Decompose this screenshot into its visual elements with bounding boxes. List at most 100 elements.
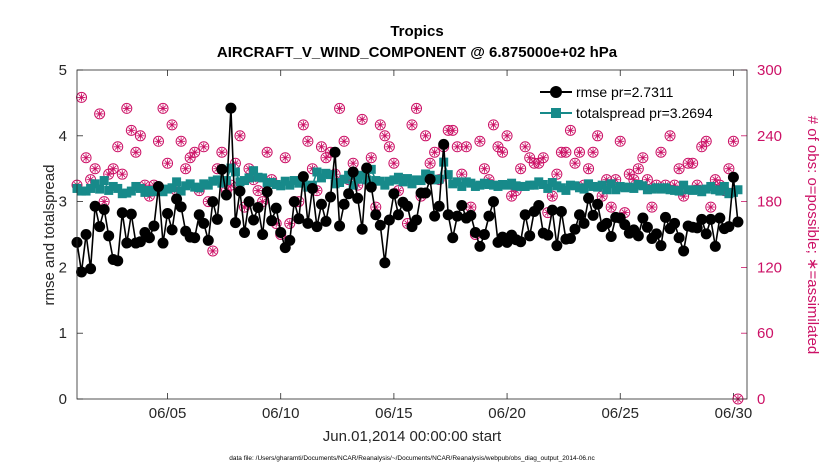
obs-point	[460, 141, 472, 153]
totalspread-point	[158, 187, 168, 197]
rmse-point	[157, 237, 169, 249]
totalspread-point	[547, 178, 557, 188]
rmse-point	[293, 213, 305, 225]
obs-point	[121, 102, 133, 114]
totalspread-point	[670, 185, 680, 195]
totalspread-point	[710, 185, 720, 195]
totalspread-point	[357, 170, 367, 180]
totalspread-point	[271, 179, 281, 189]
obs-point	[501, 130, 513, 142]
totalspread-point	[733, 185, 743, 195]
rmse-point	[669, 217, 681, 229]
obs-point	[569, 157, 581, 169]
totalspread-point	[167, 183, 177, 193]
totalspread-point	[633, 179, 643, 189]
obs-point	[678, 190, 690, 202]
totalspread-point	[724, 189, 734, 199]
totalspread-point	[77, 186, 87, 196]
y-tick-label: 5	[59, 62, 67, 79]
rmse-point	[673, 232, 685, 244]
rmse-point	[601, 217, 613, 229]
rmse-point	[239, 227, 250, 239]
rmse-point	[257, 229, 269, 240]
rmse-point	[134, 236, 146, 248]
totalspread-point	[538, 179, 548, 189]
totalspread-point	[81, 186, 91, 196]
x-tick-label: 06/20	[488, 405, 526, 422]
data-file-footnote: data file: /Users/gharamti/Documents/NCA…	[229, 455, 595, 462]
totalspread-point	[402, 174, 412, 184]
totalspread-point	[525, 180, 535, 190]
obs-point	[592, 130, 604, 142]
rmse-point	[288, 196, 300, 208]
totalspread-point	[344, 170, 354, 180]
totalspread-series	[72, 157, 743, 199]
rmse-point	[252, 202, 264, 214]
rmse-point	[211, 213, 223, 225]
rmse-point	[248, 214, 260, 226]
obs-point	[487, 119, 499, 131]
x-tick-label: 06/30	[715, 405, 753, 422]
totalspread-point	[638, 181, 648, 191]
obs-point	[261, 146, 273, 158]
obs-point	[673, 163, 685, 175]
rmse-point	[574, 209, 585, 221]
rmse-point	[442, 209, 454, 221]
totalspread-point	[475, 180, 485, 190]
rmse-point	[533, 200, 545, 212]
totalspread-point	[380, 180, 390, 190]
rmse-point	[564, 232, 576, 244]
obs-point	[560, 146, 572, 158]
rmse-point	[700, 228, 712, 240]
rmse-point	[583, 192, 595, 204]
rmse-point	[275, 227, 287, 239]
rmse-point	[125, 208, 137, 220]
rmse-point	[429, 210, 441, 222]
obs-point	[451, 141, 463, 153]
legend-spread-label: totalspread pr=3.2694	[576, 105, 713, 121]
obs-point	[252, 185, 264, 197]
totalspread-point	[330, 179, 340, 189]
rmse-point	[347, 166, 359, 178]
totalspread-point	[99, 176, 109, 186]
totalspread-point	[692, 185, 702, 195]
rmse-point	[80, 229, 92, 240]
obs-point	[655, 146, 667, 158]
obs-point	[379, 130, 391, 142]
obs-point	[551, 168, 563, 180]
rmse-point	[474, 240, 486, 252]
totalspread-point	[230, 167, 240, 177]
totalspread-point	[507, 178, 517, 188]
rmse-point	[524, 230, 536, 242]
totalspread-point	[606, 179, 616, 189]
totalspread-point	[552, 181, 562, 191]
rmse-point	[261, 186, 273, 198]
totalspread-point	[131, 181, 141, 191]
rmse-point	[555, 205, 567, 217]
plot-frame	[76, 69, 748, 400]
obs-point	[388, 157, 400, 169]
totalspread-point	[688, 185, 698, 195]
obs-point	[297, 119, 309, 131]
obs-point	[279, 152, 291, 164]
y-tick-label: 1	[59, 325, 67, 342]
obs-point	[334, 102, 346, 114]
y-tick-label: 2	[59, 259, 67, 276]
totalspread-point	[412, 175, 422, 185]
obs-point	[664, 130, 676, 142]
totalspread-point	[185, 179, 195, 189]
rmse-point	[447, 232, 459, 244]
obs-point	[429, 146, 441, 158]
obs-point	[456, 168, 468, 180]
obs-point	[338, 135, 350, 147]
obs-point	[519, 141, 531, 153]
obs-point	[315, 141, 327, 153]
y-axis-right: 0 60 120 180 240 300	[741, 62, 782, 408]
totalspread-point	[267, 178, 277, 188]
rmse-point	[311, 221, 323, 233]
totalspread-point	[149, 187, 159, 197]
totalspread-point	[393, 172, 403, 182]
obs-point	[284, 218, 296, 230]
totalspread-point	[588, 181, 598, 191]
totalspread-point	[108, 181, 118, 191]
